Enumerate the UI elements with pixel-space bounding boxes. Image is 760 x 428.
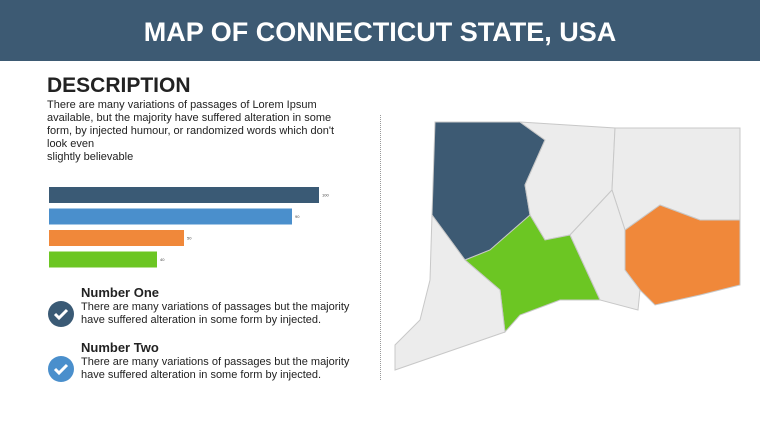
region[interactable] (569, 189, 641, 311)
bar (49, 208, 292, 225)
bar (49, 187, 319, 203)
bar-value-label: 40 (160, 257, 165, 262)
check-icon (48, 356, 74, 382)
bar-value-label: 100 (322, 193, 329, 198)
feature-title: Number Two (81, 340, 159, 355)
region[interactable] (394, 213, 506, 371)
description-heading: DESCRIPTION (47, 74, 191, 97)
connecticut-map (394, 121, 741, 371)
divider (380, 115, 381, 380)
region[interactable] (624, 204, 741, 306)
feature-title: Number One (81, 285, 160, 300)
feature-text: There are many variations of passages bu… (81, 356, 350, 381)
header-title: MAP OF CONNECTICUT STATE, USA (0, 0, 760, 61)
bar (49, 230, 184, 246)
description-text: There are many variations of passages of… (47, 99, 335, 163)
bar-chart: 100 90 50 40 (49, 187, 329, 268)
feature-text: There are many variations of passages bu… (81, 301, 350, 326)
bar-value-label: 50 (187, 236, 192, 241)
bar-value-label: 90 (295, 214, 300, 219)
check-icon (48, 301, 74, 327)
bar (49, 251, 157, 268)
